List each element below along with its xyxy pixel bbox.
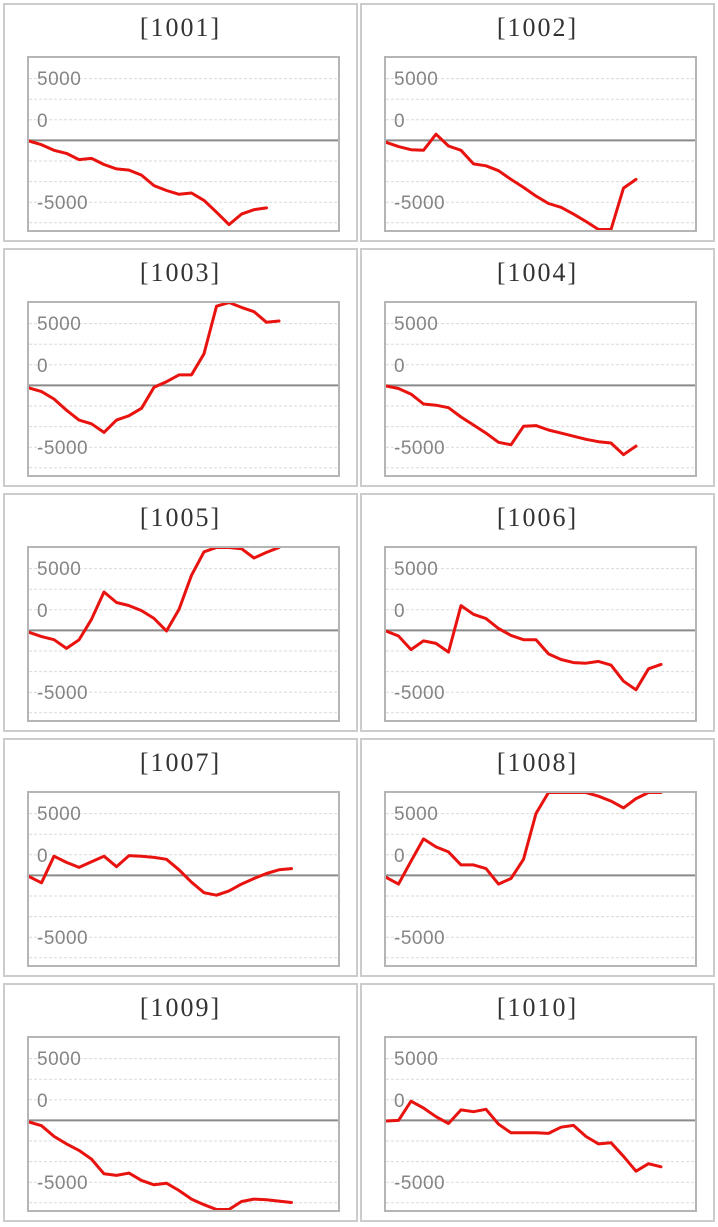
machine-title: [1010]: [496, 993, 579, 1022]
machine-title: [1006]: [496, 503, 579, 532]
chart-canvas: [386, 568, 695, 714]
machine-title: [1004]: [496, 258, 579, 287]
chart-canvas: [29, 548, 338, 714]
slump-chart: 5000 0 -5000: [384, 546, 697, 722]
slump-chart: 5000 0 -5000: [384, 1036, 697, 1212]
slump-chart: 5000 0 -5000: [384, 791, 697, 967]
machine-panel-1010: [1010] 5000 0 -5000: [360, 983, 715, 1222]
machine-title: [1003]: [139, 258, 222, 287]
slump-chart: 5000 0 -5000: [27, 1036, 340, 1212]
machine-title: [1007]: [139, 748, 222, 777]
machine-panel-1005: [1005] 5000 0 -5000: [3, 493, 358, 732]
machine-title: [1009]: [139, 993, 222, 1022]
machine-panel-1008: [1008] 5000 0 -5000: [360, 738, 715, 977]
slump-chart: 5000 0 -5000: [27, 791, 340, 967]
machine-panel-1003: [1003] 5000 0 -5000: [3, 248, 358, 487]
chart-canvas: [386, 323, 695, 469]
chart-canvas: [386, 793, 695, 959]
machine-panel-1009: [1009] 5000 0 -5000: [3, 983, 358, 1222]
slump-chart: 5000 0 -5000: [27, 56, 340, 232]
machine-panel-1002: [1002] 5000 0 -5000: [360, 3, 715, 242]
chart-canvas: [386, 1058, 695, 1204]
machine-title: [1008]: [496, 748, 579, 777]
machine-panel-1007: [1007] 5000 0 -5000: [3, 738, 358, 977]
machine-title: [1002]: [496, 13, 579, 42]
chart-canvas: [29, 813, 338, 959]
slump-chart: 5000 0 -5000: [384, 301, 697, 477]
slump-chart: 5000 0 -5000: [27, 546, 340, 722]
machine-panel-1006: [1006] 5000 0 -5000: [360, 493, 715, 732]
chart-canvas: [29, 78, 338, 227]
chart-canvas: [29, 303, 338, 469]
slump-chart: 5000 0 -5000: [384, 56, 697, 232]
slump-chart: 5000 0 -5000: [27, 301, 340, 477]
machine-panel-1004: [1004] 5000 0 -5000: [360, 248, 715, 487]
machine-panel-1001: [1001] 5000 0 -5000: [3, 3, 358, 242]
chart-canvas: [386, 78, 695, 230]
machine-title: [1005]: [139, 503, 222, 532]
machine-title: [1001]: [139, 13, 222, 42]
chart-canvas: [29, 1058, 338, 1210]
